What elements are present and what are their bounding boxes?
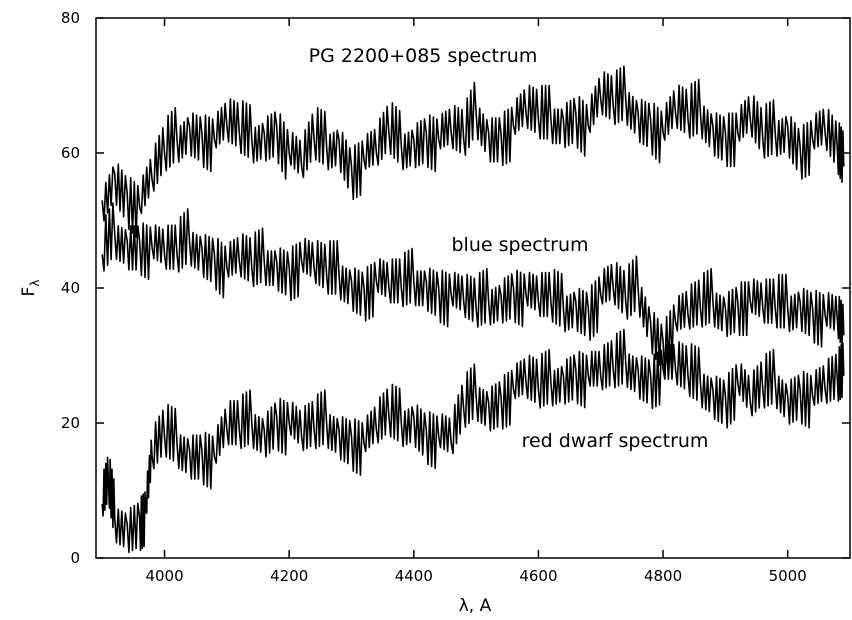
y-tick-label: 80 [61, 9, 80, 27]
series-line-3 [101, 328, 845, 554]
y-axis-title: Fλ [19, 280, 42, 297]
series-layer [101, 65, 845, 554]
x-axis-title: λ, A [459, 596, 492, 616]
series-annotation-3: red dwarf spectrum [522, 430, 709, 452]
x-tick-label: 5000 [769, 567, 807, 585]
series-annotation-2: blue spectrum [451, 234, 588, 256]
x-axis: 4000 4200 4400 4600 4800 5000 [145, 18, 807, 585]
y-axis-title-main: F [19, 287, 39, 297]
x-tick-label: 4800 [644, 567, 682, 585]
y-tick-label: 40 [61, 279, 80, 297]
y-axis-title-subscript: λ [28, 280, 42, 287]
y-axis: 0 20 40 60 80 [61, 9, 850, 567]
series-line-1 [101, 65, 845, 238]
y-tick-label: 0 [70, 549, 80, 567]
y-tick-label: 60 [61, 144, 80, 162]
svg-text:Fλ: Fλ [19, 280, 42, 297]
y-tick-label: 20 [61, 414, 80, 432]
x-tick-label: 4600 [519, 567, 557, 585]
x-tick-label: 4400 [395, 567, 433, 585]
series-line-2 [101, 202, 845, 374]
x-tick-label: 4000 [145, 567, 183, 585]
annotation-layer: PG 2200+085 spectrum blue spectrum red dwa… [309, 45, 709, 452]
series-annotation-1: PG 2200+085 spectrum [309, 45, 538, 67]
x-tick-label: 4200 [270, 567, 308, 585]
